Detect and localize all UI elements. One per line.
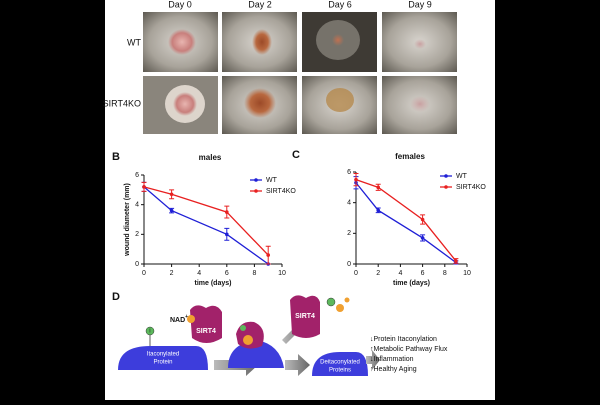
day-label: Day 9 — [408, 0, 432, 9]
legend-label: WT — [456, 173, 468, 180]
product-label: Proteins — [329, 368, 351, 374]
chart-title: females — [395, 152, 425, 161]
legend-label: SIRT4KO — [456, 184, 486, 191]
data-point — [142, 185, 146, 189]
product-label: Deitaconylated — [320, 360, 360, 366]
y-tick-label: 0 — [347, 261, 351, 268]
data-point — [225, 210, 229, 214]
data-point — [376, 208, 381, 213]
x-tick-label: 2 — [376, 270, 380, 277]
data-point — [454, 259, 458, 263]
day-label: Day 2 — [248, 0, 272, 9]
wound — [326, 88, 354, 112]
y-tick-label: 6 — [135, 172, 139, 179]
diagram: I Itaconylated Protein SIRT4 NAD+ SIRT4 … — [118, 295, 448, 376]
y-tick-label: 2 — [135, 231, 139, 238]
x-tick-label: 0 — [354, 270, 358, 277]
data-point — [420, 236, 425, 240]
x-tick-label: 8 — [252, 270, 256, 277]
series-line — [355, 179, 457, 262]
substrate-label: Protein — [153, 360, 172, 366]
wound — [414, 39, 426, 49]
y-axis-label: wound diameter (mm) — [124, 183, 131, 257]
data-point — [420, 217, 425, 222]
wound — [173, 92, 197, 116]
x-tick-label: 6 — [225, 270, 229, 277]
legend-marker — [444, 174, 448, 178]
nad-text: NAD — [170, 317, 185, 324]
legend-marker — [254, 189, 258, 193]
nad-label: NAD+ — [170, 314, 188, 324]
protein-shape — [118, 346, 208, 370]
data-point — [376, 185, 381, 190]
wound — [332, 34, 344, 46]
y-tick-label: 6 — [347, 169, 351, 176]
legend-marker — [254, 178, 258, 182]
y-tick-label: 2 — [347, 230, 351, 237]
day-label: Day 6 — [328, 0, 352, 9]
x-tick-label: 8 — [443, 270, 447, 277]
series-line — [143, 186, 269, 265]
outcome: ↓Inflammation — [370, 356, 414, 363]
series-line — [143, 186, 269, 256]
x-tick-label: 6 — [421, 270, 425, 277]
released-nam — [344, 297, 350, 303]
x-tick-label: 2 — [170, 270, 174, 277]
wound — [410, 96, 430, 112]
series-line — [355, 182, 457, 263]
photo-panel: Day 0 Day 2 Day 6 Day 9 WT SIRT4KO — [103, 0, 457, 134]
sirt4-shape — [190, 305, 222, 343]
x-tick-label: 4 — [398, 270, 402, 277]
x-axis-label: time (days) — [393, 280, 430, 287]
protein-complex — [228, 340, 284, 368]
panel-letter: B — [112, 151, 120, 163]
outcome: ↓Protein Itaconylation — [370, 336, 437, 343]
data-point — [169, 208, 174, 213]
panel-letter: C — [292, 149, 300, 161]
y-tick-label: 4 — [135, 202, 139, 209]
data-point — [266, 253, 271, 257]
y-tick-label: 4 — [347, 200, 351, 207]
x-tick-label: 0 — [142, 270, 146, 277]
data-point — [225, 232, 229, 237]
sirt4-free — [290, 295, 320, 338]
wound — [168, 29, 196, 55]
data-point — [354, 177, 358, 182]
x-tick-label: 4 — [197, 270, 201, 277]
nad-molecule — [187, 315, 195, 323]
substrate-label: Itaconylated — [147, 352, 179, 358]
outcome: ↑Healthy Aging — [370, 366, 417, 373]
x-tick-label: 10 — [463, 270, 471, 277]
legend-label: SIRT4KO — [266, 188, 296, 195]
data-point — [169, 192, 174, 197]
chart: females 0 2 4 6 8 10 0 2 4 6 time (days) WT SIRT4KO — [347, 152, 486, 287]
itaconyl-mark: I — [149, 328, 150, 334]
released-nam — [336, 304, 344, 312]
outcome: ↑Metabolic Pathway Flux — [370, 346, 448, 353]
legend-marker — [444, 185, 448, 189]
wound — [244, 88, 276, 118]
chart-title: males — [199, 153, 222, 162]
x-tick-label: 10 — [278, 270, 286, 277]
chart: males 0 2 4 6 8 10 0 2 4 6 time (days) wound diamete… — [124, 153, 297, 287]
y-tick-label: 0 — [135, 261, 139, 268]
arrow — [285, 354, 310, 376]
itaconyl-bound — [240, 325, 246, 331]
panel-letter: D — [112, 291, 120, 303]
nad-sup: + — [185, 314, 188, 320]
x-axis-label: time (days) — [195, 280, 232, 287]
released-itaconyl — [326, 297, 336, 307]
row-label: WT — [127, 37, 141, 47]
wound — [252, 29, 272, 55]
arrow — [366, 350, 380, 370]
legend-label: WT — [266, 177, 278, 184]
sirt4-label: SIRT4 — [196, 328, 216, 335]
sirt4-label: SIRT4 — [295, 313, 315, 320]
product-shape — [312, 352, 368, 376]
day-label: Day 0 — [168, 0, 192, 9]
nad-bound — [243, 335, 253, 345]
row-label: SIRT4KO — [103, 98, 141, 108]
